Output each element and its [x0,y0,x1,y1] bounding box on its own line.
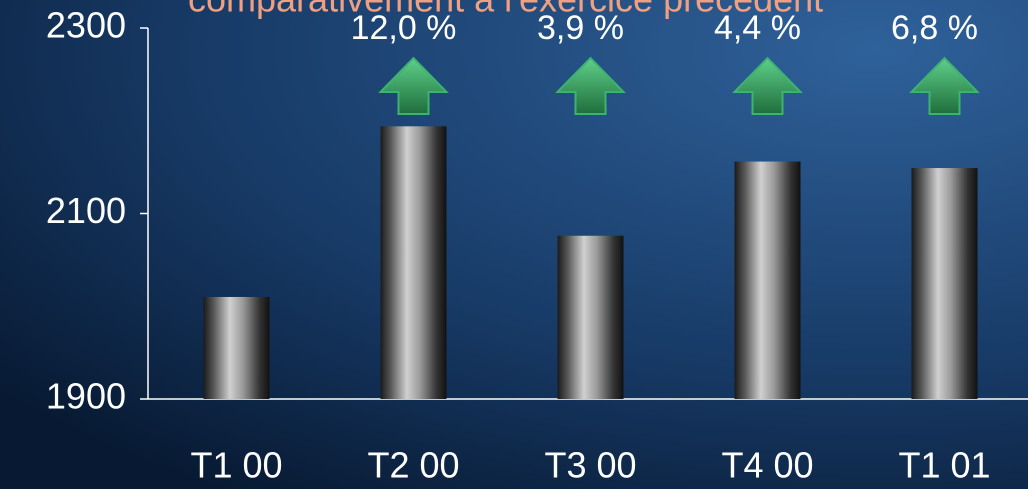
bar [734,161,801,399]
bar [911,168,978,399]
x-tick-label: T1 00 [190,445,282,486]
chart-title: comparativement à l'exercice précédent [188,0,823,20]
y-tick-label: 2100 [46,190,126,231]
x-tick-label: T1 01 [898,445,990,486]
annotation: 6,8 % [891,9,978,47]
annotation: 12,0 % [351,9,457,47]
x-tick-label: T3 00 [544,445,636,486]
up-arrow [732,56,803,115]
bar [203,296,270,399]
up-arrow [555,56,626,115]
x-tick-label: T2 00 [367,445,459,486]
x-tick-label: T4 00 [721,445,813,486]
annotation: 3,9 % [537,9,624,47]
y-tick-label: 2300 [46,5,126,46]
up-arrow [909,56,980,115]
bar [557,235,624,399]
bar [380,126,447,399]
y-tick-label: 1900 [46,376,126,417]
annotation: 4,4 % [714,9,801,47]
up-arrow [378,56,449,115]
